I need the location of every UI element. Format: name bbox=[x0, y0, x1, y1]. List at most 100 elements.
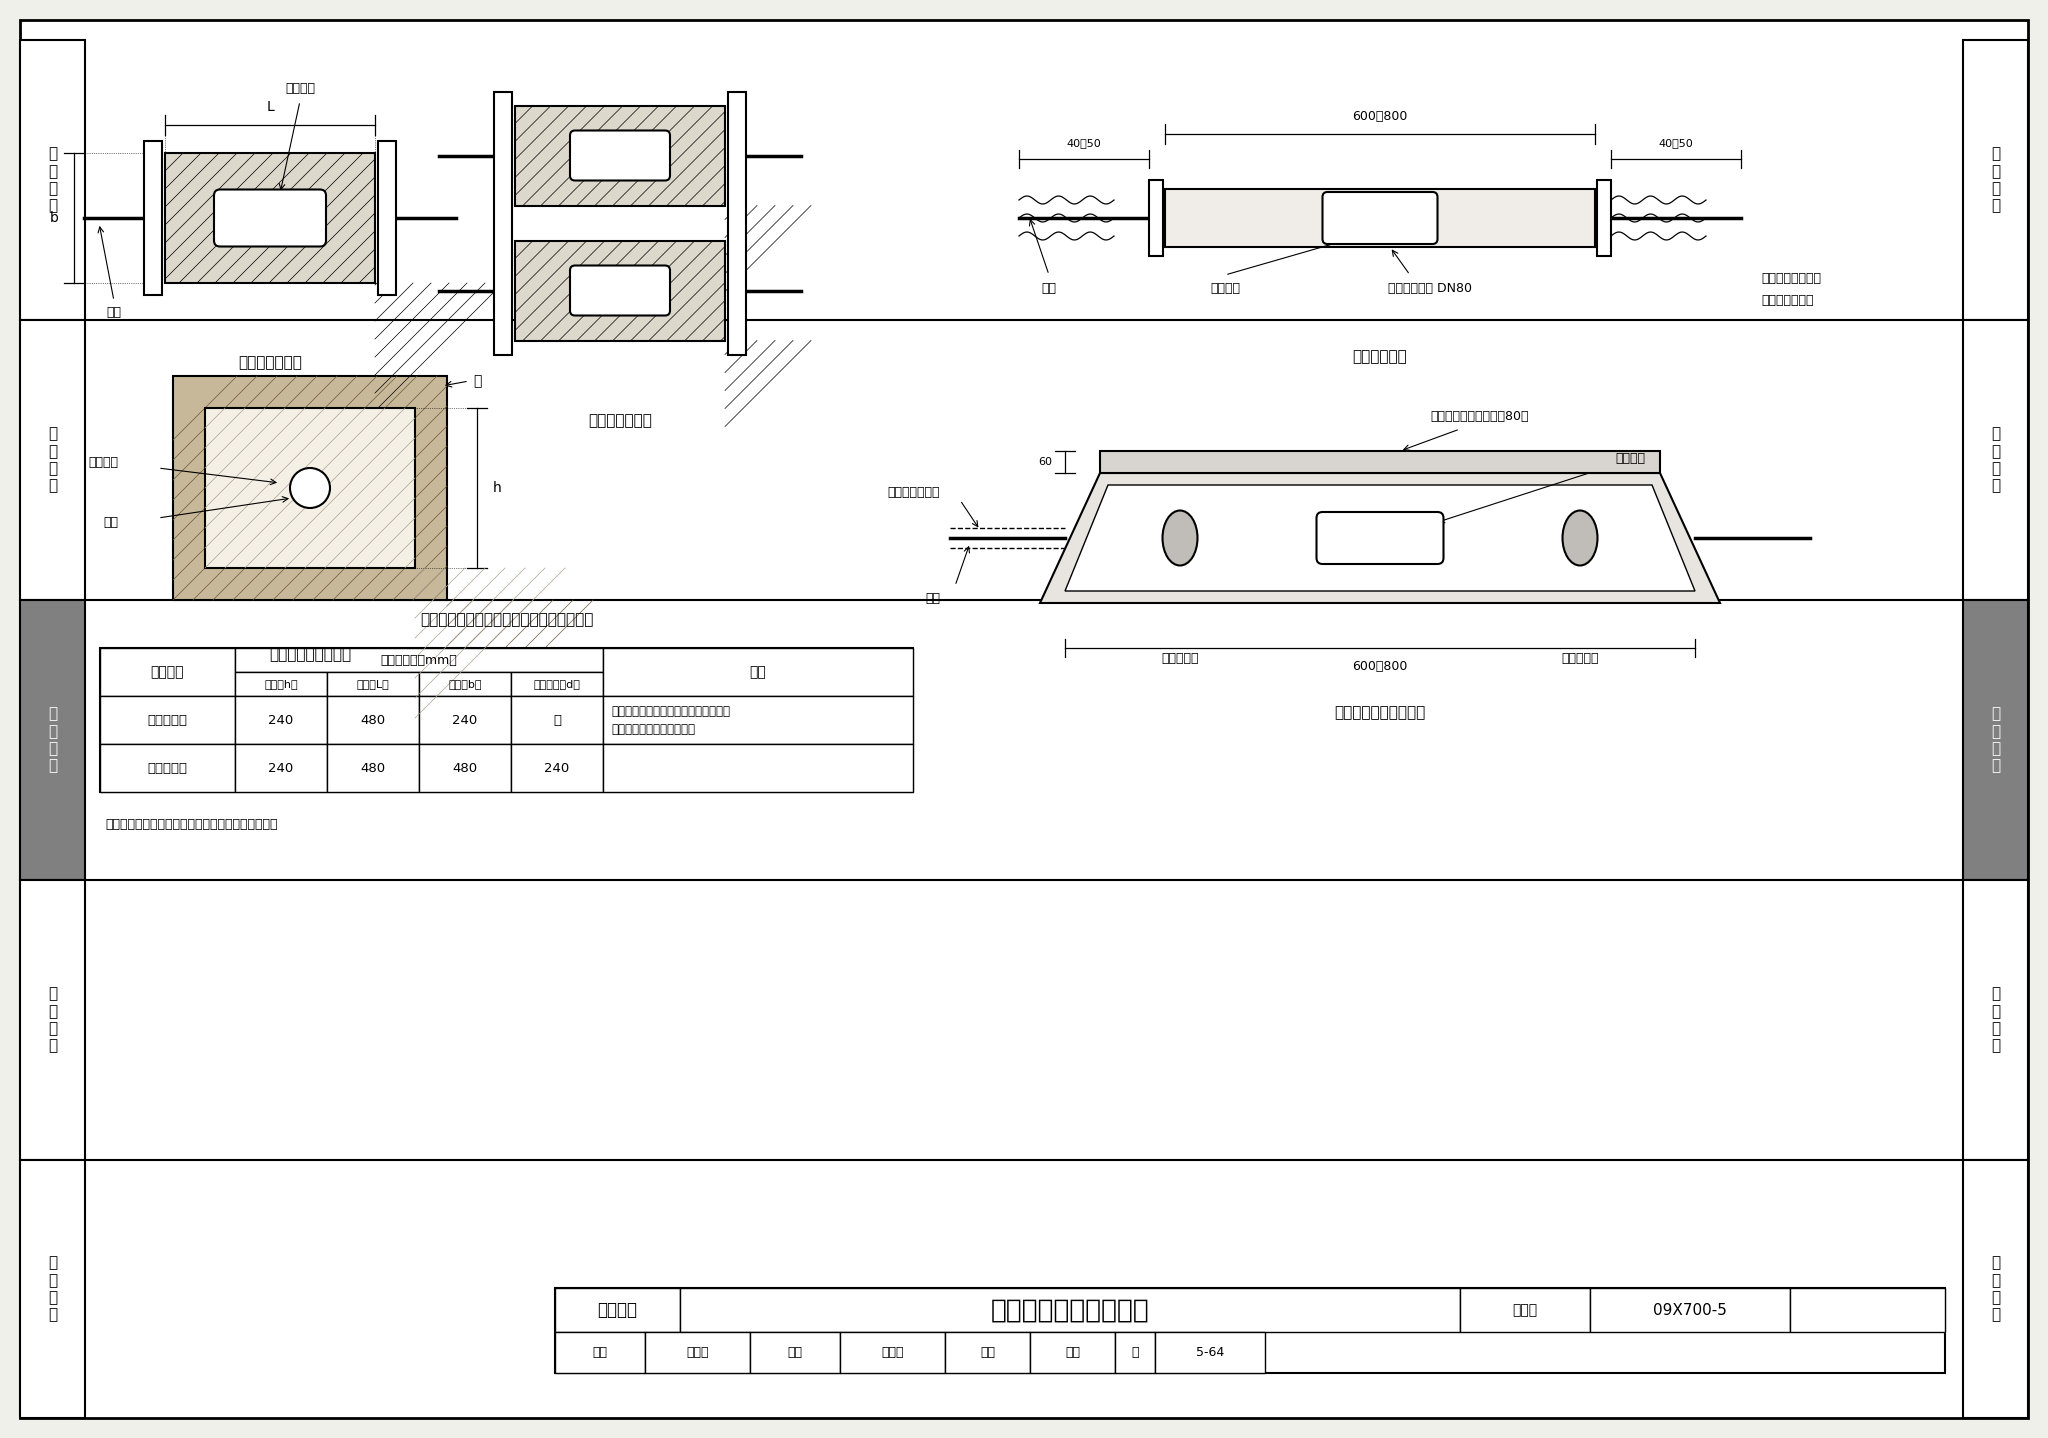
Bar bbox=[1460, 1288, 1589, 1332]
Text: 宽度（b）: 宽度（b） bbox=[449, 679, 481, 689]
Bar bbox=[1962, 40, 2028, 321]
Bar bbox=[750, 1332, 840, 1373]
Text: 防
雷
接
地: 防 雷 接 地 bbox=[1991, 1255, 2001, 1323]
Text: 防
雷
接
地: 防 雷 接 地 bbox=[47, 1255, 57, 1323]
Text: 600～800: 600～800 bbox=[1352, 660, 1407, 673]
Bar bbox=[236, 696, 328, 743]
Text: 240: 240 bbox=[268, 762, 293, 775]
Text: 40～50: 40～50 bbox=[1659, 138, 1694, 148]
Bar bbox=[1100, 452, 1661, 473]
Text: 电缆: 电缆 bbox=[106, 306, 121, 319]
Text: 480: 480 bbox=[360, 713, 385, 726]
Text: L: L bbox=[266, 101, 274, 114]
Text: 水泥砂浆: 水泥砂浆 bbox=[88, 456, 119, 469]
Text: 60: 60 bbox=[1038, 457, 1053, 467]
Bar bbox=[602, 743, 913, 792]
Text: 缆
线
敷
设: 缆 线 敷 设 bbox=[47, 706, 57, 774]
Bar bbox=[20, 1160, 86, 1418]
Bar bbox=[1155, 1332, 1266, 1373]
Text: 240: 240 bbox=[268, 713, 293, 726]
Bar bbox=[328, 696, 420, 743]
Bar bbox=[840, 1332, 944, 1373]
Bar bbox=[236, 672, 328, 696]
Bar bbox=[1790, 1288, 1946, 1332]
Text: 480: 480 bbox=[453, 762, 477, 775]
Text: 缆
线
敷
设: 缆 线 敷 设 bbox=[1991, 706, 2001, 774]
Bar bbox=[494, 92, 512, 355]
Text: 机
房
工
程: 机 房 工 程 bbox=[47, 147, 57, 214]
Text: 王素英: 王素英 bbox=[881, 1346, 903, 1359]
Bar bbox=[514, 105, 725, 206]
Text: b: b bbox=[49, 211, 59, 224]
Bar bbox=[379, 141, 395, 295]
Text: 备注: 备注 bbox=[750, 664, 766, 679]
Bar bbox=[1165, 188, 1595, 247]
FancyBboxPatch shape bbox=[1317, 512, 1444, 564]
Text: 内填沥青，槽上用砖盖复。: 内填沥青，槽上用砖盖复。 bbox=[610, 723, 694, 736]
Ellipse shape bbox=[1163, 510, 1198, 565]
Bar bbox=[727, 92, 745, 355]
Text: 双个接头型: 双个接头型 bbox=[147, 762, 188, 775]
Text: 油麻沥青堵塞管口: 油麻沥青堵塞管口 bbox=[1761, 272, 1821, 286]
Bar bbox=[236, 743, 328, 792]
Text: 电缆: 电缆 bbox=[102, 516, 119, 529]
Text: 校对: 校对 bbox=[788, 1346, 803, 1359]
Bar bbox=[555, 1288, 680, 1332]
Text: 供
电
电
源: 供 电 电 源 bbox=[47, 427, 57, 493]
Text: 5-64: 5-64 bbox=[1196, 1346, 1225, 1359]
Text: 缆线敷设: 缆线敷设 bbox=[598, 1301, 637, 1319]
Text: 审核: 审核 bbox=[592, 1346, 608, 1359]
Text: 设计: 设计 bbox=[981, 1346, 995, 1359]
Text: －: － bbox=[553, 713, 561, 726]
Text: 硬聚氯乙烯管保护方法: 硬聚氯乙烯管保护方法 bbox=[1335, 706, 1425, 720]
Bar bbox=[205, 408, 416, 568]
FancyBboxPatch shape bbox=[569, 131, 670, 181]
Text: 直埋电缆接头保护做法: 直埋电缆接头保护做法 bbox=[991, 1297, 1149, 1323]
Text: 40～50: 40～50 bbox=[1067, 138, 1102, 148]
Text: 或其他防水材料: 或其他防水材料 bbox=[1761, 295, 1812, 308]
Text: h: h bbox=[494, 480, 502, 495]
Text: 砖砌接头槽保护方法: 砖砌接头槽保护方法 bbox=[268, 647, 350, 663]
Bar bbox=[1030, 1332, 1114, 1373]
Text: 电缆: 电缆 bbox=[926, 591, 940, 604]
Text: 电缆间距（d）: 电缆间距（d） bbox=[535, 679, 580, 689]
Text: 480: 480 bbox=[360, 762, 385, 775]
Bar bbox=[172, 375, 446, 600]
Bar bbox=[1962, 600, 2028, 880]
Text: 塑料管绕包: 塑料管绕包 bbox=[1561, 651, 1599, 664]
FancyBboxPatch shape bbox=[569, 266, 670, 315]
Text: 电缆接头: 电缆接头 bbox=[1616, 452, 1645, 464]
Text: 供
电
电
源: 供 电 电 源 bbox=[1991, 427, 2001, 493]
Polygon shape bbox=[1040, 473, 1720, 603]
Bar bbox=[1149, 180, 1163, 256]
Text: 长度（L）: 长度（L） bbox=[356, 679, 389, 689]
Bar bbox=[602, 696, 913, 743]
Text: 设
备
安
装: 设 备 安 装 bbox=[47, 986, 57, 1054]
Circle shape bbox=[291, 467, 330, 508]
Text: 砖砌接头槽保护方法的规格尺寸和需用砖数: 砖砌接头槽保护方法的规格尺寸和需用砖数 bbox=[420, 613, 594, 627]
Bar bbox=[1114, 1332, 1155, 1373]
FancyBboxPatch shape bbox=[1323, 193, 1438, 244]
Text: 高度（h）: 高度（h） bbox=[264, 679, 297, 689]
Bar bbox=[328, 672, 420, 696]
Text: 砖: 砖 bbox=[473, 374, 481, 388]
Bar bbox=[420, 696, 512, 743]
Text: 软聚氯乙烯套管: 软聚氯乙烯套管 bbox=[887, 486, 940, 499]
Text: 硬聚氯乙烯套管（内径80）: 硬聚氯乙烯套管（内径80） bbox=[1432, 410, 1530, 423]
Bar bbox=[512, 672, 602, 696]
Text: 09X700-5: 09X700-5 bbox=[1653, 1303, 1726, 1317]
Bar bbox=[680, 1288, 1460, 1332]
Text: 用砖和水泥砂浆砌成槽后，底部垫沙，: 用砖和水泥砂浆砌成槽后，底部垫沙， bbox=[610, 705, 729, 718]
Bar bbox=[1962, 321, 2028, 600]
Bar bbox=[100, 649, 913, 792]
Text: 电缆接头: 电缆接头 bbox=[1210, 282, 1239, 295]
Text: 注：塑料带绕包处均需用聚氯乙烯胶合剂涂刷密封。: 注：塑料带绕包处均需用聚氯乙烯胶合剂涂刷密封。 bbox=[104, 817, 276, 831]
Text: 双个电缆接头型: 双个电缆接头型 bbox=[588, 413, 651, 429]
Text: 接头数量: 接头数量 bbox=[152, 664, 184, 679]
Text: 机
房
工
程: 机 房 工 程 bbox=[1991, 147, 2001, 214]
Text: 240: 240 bbox=[545, 762, 569, 775]
Text: 电缆接头: 电缆接头 bbox=[285, 82, 315, 95]
Text: 240: 240 bbox=[453, 713, 477, 726]
Bar bbox=[20, 321, 86, 600]
Bar bbox=[100, 696, 236, 743]
